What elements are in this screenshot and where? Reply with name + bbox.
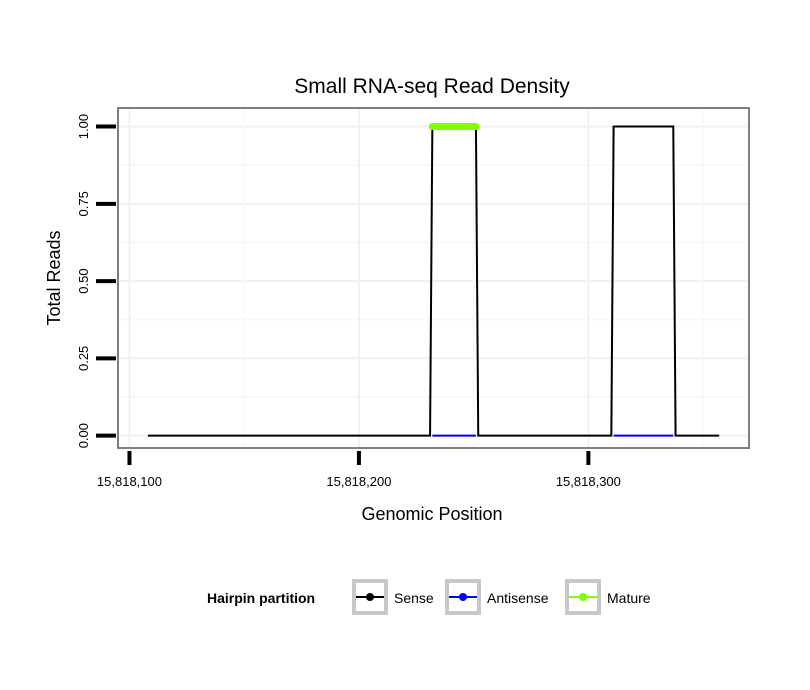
legend-title: Hairpin partition <box>207 590 315 606</box>
chart-title: Small RNA-seq Read Density <box>294 75 570 98</box>
legend-label: Mature <box>607 590 651 606</box>
axis-ticks: 0.00 0.25 0.50 0.75 1.00 15,818,100 15,818,200… <box>76 114 621 489</box>
legend-item-sense: Sense <box>352 579 434 615</box>
series-line-sense <box>147 125 720 437</box>
y-tick-label: 0.25 <box>76 346 91 371</box>
y-tick-label: 0.50 <box>76 268 91 293</box>
y-tick-label: 0.75 <box>76 191 91 216</box>
grid-lines <box>118 108 749 448</box>
x-axis-title: Genomic Position <box>361 504 502 524</box>
legend-key-box <box>445 579 481 615</box>
y-axis-title: Total Reads <box>44 230 64 325</box>
legend: Hairpin partition Sense Antisense Mature <box>207 579 651 615</box>
y-tick-label: 1.00 <box>76 114 91 139</box>
legend-item-antisense: Antisense <box>445 579 549 615</box>
series-layer <box>147 123 720 437</box>
legend-label: Sense <box>394 590 434 606</box>
legend-key-point <box>579 593 587 601</box>
legend-label: Antisense <box>487 590 549 606</box>
plot-panel-border <box>117 107 750 449</box>
legend-key-point <box>459 593 467 601</box>
x-tick-label: 15,818,300 <box>556 474 621 489</box>
legend-item-mature: Mature <box>565 579 651 615</box>
x-tick-label: 15,818,200 <box>326 474 391 489</box>
legend-key-point <box>366 593 374 601</box>
x-tick-label: 15,818,100 <box>97 474 162 489</box>
y-tick-label: 0.00 <box>76 423 91 448</box>
